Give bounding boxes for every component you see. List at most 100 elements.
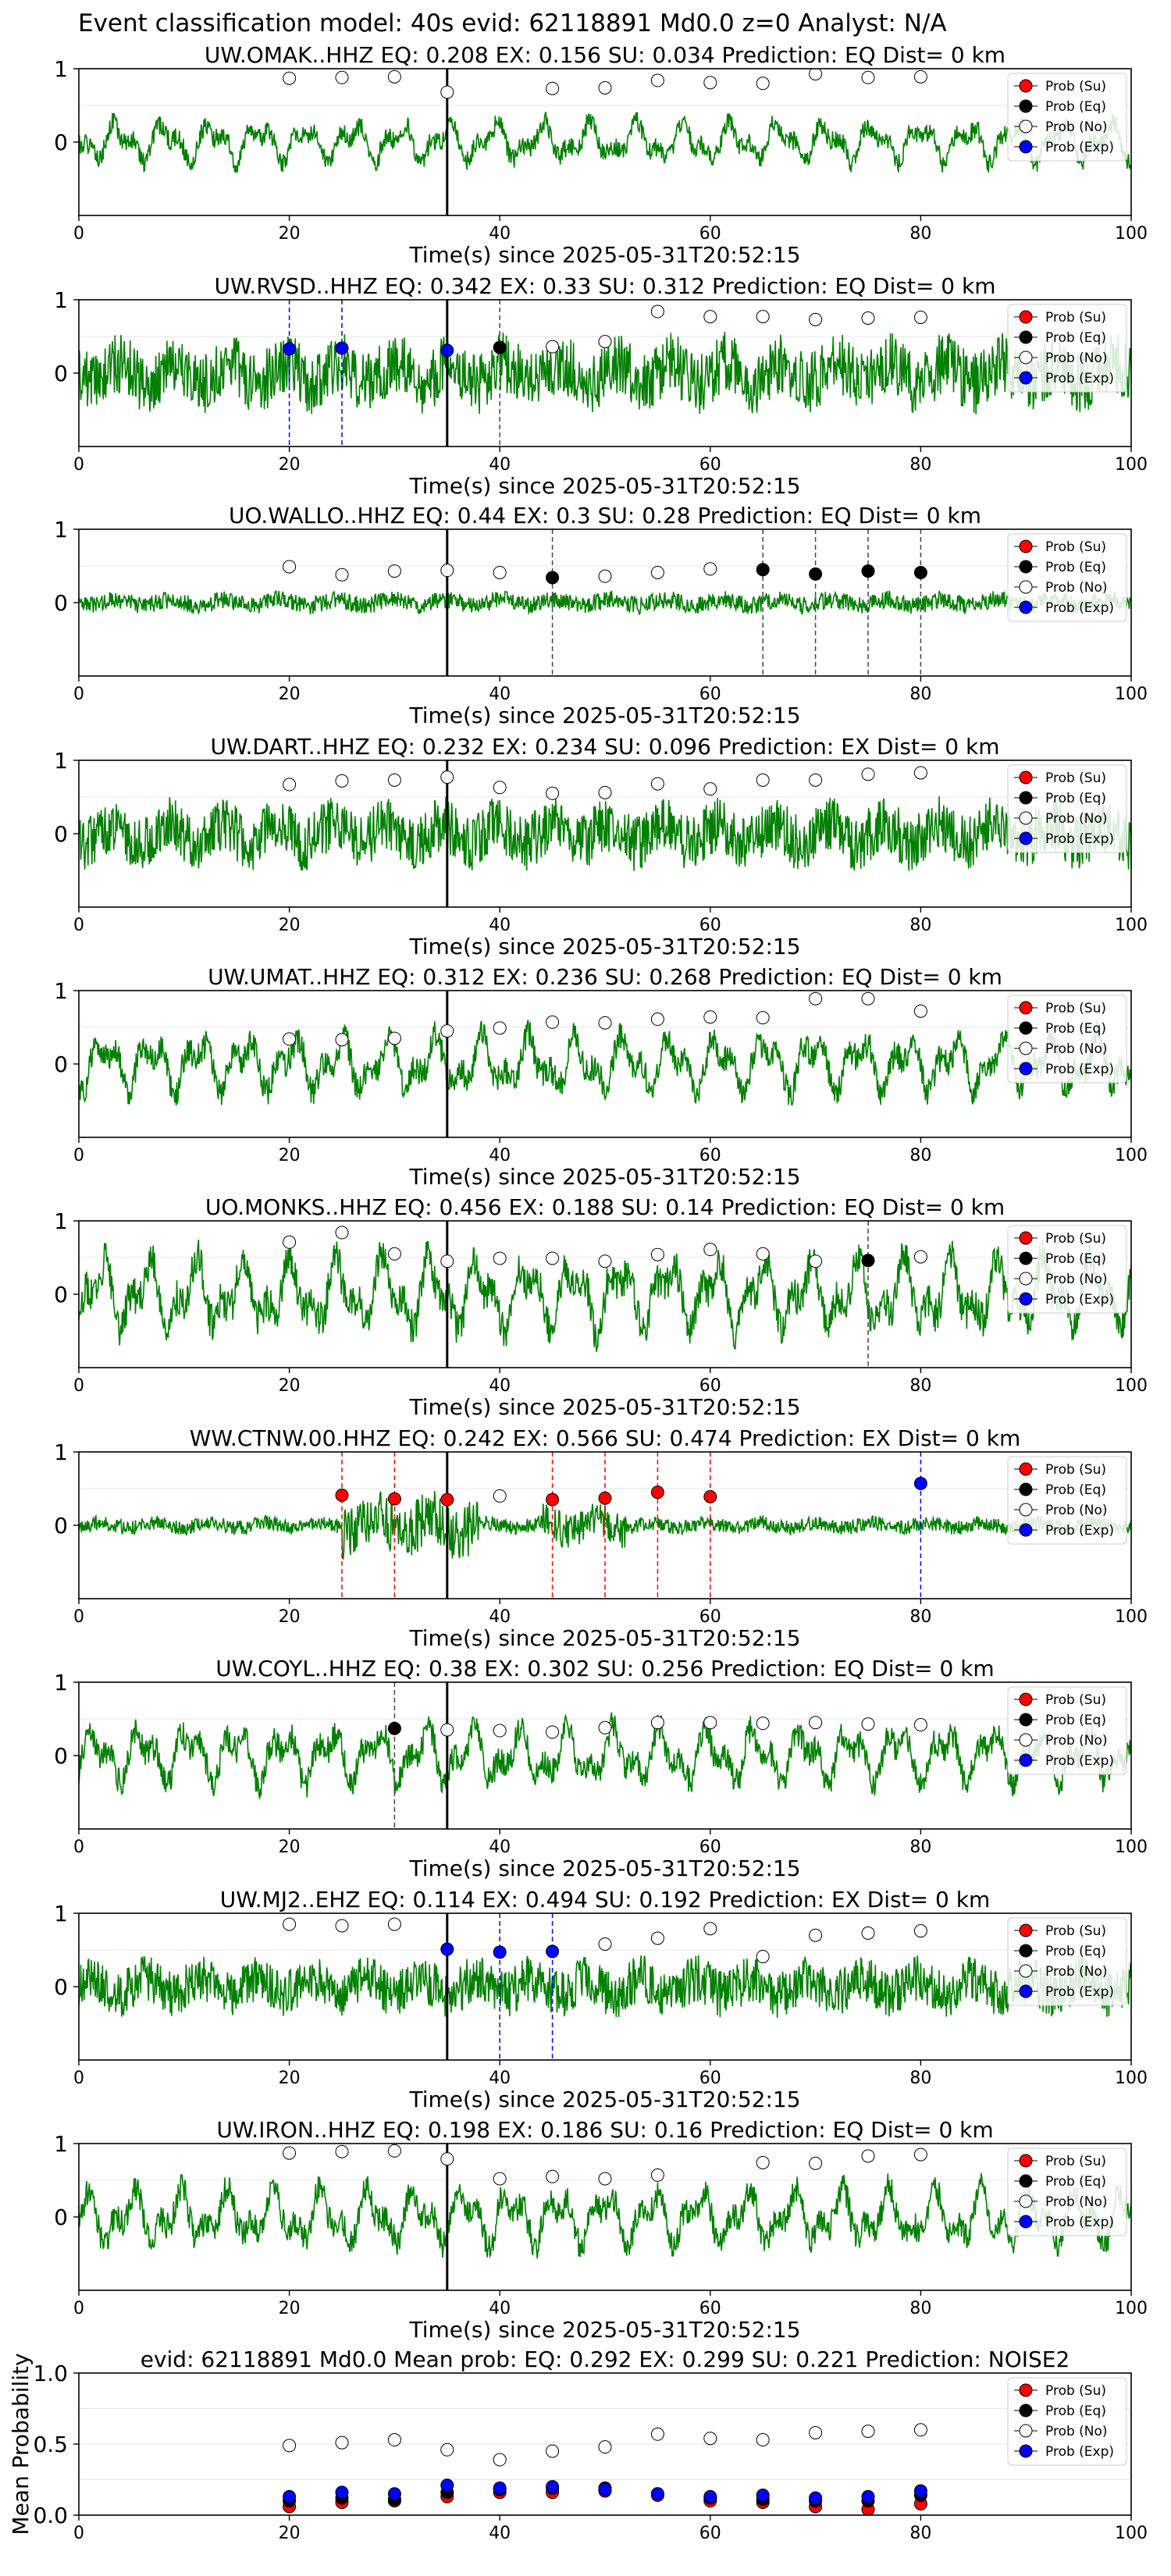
- prob-marker-no: [440, 564, 454, 578]
- legend-marker-su: [1019, 310, 1033, 324]
- prob-marker-exp: [283, 342, 297, 356]
- prob-marker-no: [598, 569, 612, 583]
- prob-marker-no: [493, 781, 507, 795]
- x-tick-label: 20: [279, 916, 301, 935]
- x-tick-label: 100: [1115, 455, 1148, 475]
- y-tick-label: 0: [54, 1051, 68, 1077]
- mean-prob-point-exp: [650, 2487, 664, 2501]
- prob-marker-exp: [493, 1945, 507, 1959]
- legend-marker-exp: [1019, 140, 1033, 154]
- panel-6: UO.MONKS..HHZ EQ: 0.456 EX: 0.188 SU: 0.…: [54, 1194, 1148, 1420]
- x-axis-label: Time(s) since 2025-05-31T20:52:15: [408, 1394, 800, 1420]
- x-tick-label: 80: [909, 1146, 931, 1165]
- prob-marker-no: [861, 311, 875, 325]
- panel-2: UW.RVSD..HHZ EQ: 0.342 EX: 0.33 SU: 0.31…: [54, 273, 1148, 499]
- prob-marker-no: [703, 1010, 717, 1024]
- legend-label: Prob (Eq): [1045, 1251, 1106, 1267]
- prob-marker-no: [703, 782, 717, 796]
- x-tick-label: 20: [279, 1376, 301, 1396]
- y-tick-label: 0.0: [33, 2503, 68, 2528]
- y-tick-label: 1: [54, 517, 68, 543]
- y-tick-label: 1.0: [33, 2361, 68, 2386]
- prob-marker-no: [598, 2172, 612, 2186]
- panel-title: UW.COYL..HHZ EQ: 0.38 EX: 0.302 SU: 0.25…: [215, 1656, 994, 1681]
- legend: Prob (Su) Prob (Eq) Prob (No) Prob (Exp): [1007, 1456, 1127, 1545]
- prob-marker-no: [546, 786, 560, 800]
- legend-marker-su: [1019, 79, 1033, 93]
- waveform-trace: [79, 1712, 1131, 1799]
- legend-box: [1007, 1686, 1127, 1775]
- mean-prob-point-exp: [861, 2489, 875, 2503]
- legend-marker-exp: [1019, 1753, 1033, 1767]
- legend-label: Prob (No): [1045, 1272, 1108, 1287]
- legend-label: Prob (Eq): [1045, 791, 1106, 806]
- prob-marker-no: [387, 2144, 401, 2158]
- prob-marker-no: [387, 564, 401, 578]
- prob-marker-exp: [335, 341, 349, 355]
- prob-marker-su: [546, 1493, 560, 1507]
- x-tick-label: 60: [699, 916, 721, 935]
- figure-suptitle: Event classification model: 40s evid: 62…: [78, 9, 947, 37]
- x-tick-label: 100: [1115, 916, 1148, 935]
- prob-marker-exp: [546, 1944, 560, 1959]
- legend: Prob (Su) Prob (Eq) Prob (No) Prob (Exp): [1007, 304, 1127, 393]
- prob-marker-no: [335, 568, 349, 582]
- prob-marker-su: [598, 1491, 612, 1505]
- mean-prob-point-no: [650, 2427, 664, 2441]
- prob-marker-no: [809, 69, 823, 81]
- prob-marker-no: [546, 1015, 560, 1029]
- legend-marker-exp: [1019, 600, 1033, 614]
- axes-frame: [78, 1220, 1132, 1368]
- prob-marker-no: [283, 2146, 297, 2160]
- mean-prob-point-exp: [387, 2487, 401, 2501]
- mean-prob-point-exp: [546, 2480, 560, 2494]
- prob-marker-no: [546, 2169, 560, 2183]
- mean-prob-point-exp: [703, 2489, 717, 2503]
- prob-marker-exp: [440, 1942, 454, 1956]
- prob-marker-no: [756, 1949, 770, 1963]
- y-tick-label: 1: [54, 1208, 68, 1234]
- legend-box: [1007, 764, 1127, 853]
- prob-marker-no: [335, 1226, 349, 1240]
- x-tick-label: 80: [909, 2524, 931, 2543]
- x-tick-label: 0: [73, 916, 84, 935]
- prob-marker-no: [703, 1716, 717, 1730]
- panel-title: UW.RVSD..HHZ EQ: 0.342 EX: 0.33 SU: 0.31…: [214, 273, 995, 299]
- prob-marker-no: [809, 773, 823, 787]
- x-tick-label: 20: [279, 1146, 301, 1165]
- y-tick-label: 0: [54, 2204, 68, 2230]
- prob-marker-eq: [756, 563, 770, 577]
- legend-marker-exp: [1019, 2444, 1033, 2458]
- x-axis-label: Time(s) since 2025-05-31T20:52:15: [408, 1856, 800, 1881]
- legend: Prob (Su) Prob (Eq) Prob (No) Prob (Exp): [1007, 2147, 1127, 2236]
- x-tick-label: 80: [909, 1838, 931, 1857]
- legend-label: Prob (Su): [1045, 1692, 1106, 1708]
- x-tick-label: 0: [73, 2069, 84, 2088]
- prob-marker-no: [703, 1243, 717, 1257]
- legend-marker-no: [1019, 1272, 1033, 1286]
- prob-marker-no: [493, 1489, 507, 1503]
- legend-label: Prob (Eq): [1045, 330, 1106, 346]
- x-tick-label: 60: [699, 1838, 721, 1857]
- legend-marker-su: [1019, 539, 1033, 553]
- panel-11: evid: 62118891 Md0.0 Mean prob: EQ: 0.29…: [8, 2347, 1148, 2543]
- panel-title: UW.OMAK..HHZ EQ: 0.208 EX: 0.156 SU: 0.0…: [205, 42, 1005, 68]
- legend-label: Prob (Exp): [1045, 1984, 1114, 2000]
- panel-title: UO.MONKS..HHZ EQ: 0.456 EX: 0.188 SU: 0.…: [205, 1194, 1005, 1220]
- legend-label: Prob (No): [1045, 2424, 1108, 2439]
- prob-marker-no: [598, 1016, 612, 1030]
- legend: Prob (Su) Prob (Eq) Prob (No) Prob (Exp): [1007, 1686, 1127, 1775]
- waveform-trace: [79, 332, 1131, 415]
- waveform-trace: [79, 1240, 1131, 1352]
- legend-label: Prob (Eq): [1045, 99, 1106, 115]
- y-tick-label: 1: [54, 287, 68, 313]
- x-tick-label: 100: [1115, 1146, 1148, 1165]
- plot-area: [79, 529, 1131, 676]
- prob-marker-no: [650, 1931, 664, 1945]
- x-tick-label: 40: [489, 1838, 511, 1857]
- legend-label: Prob (Su): [1045, 1001, 1106, 1016]
- panel-9: UW.MJ2..EHZ EQ: 0.114 EX: 0.494 SU: 0.19…: [54, 1887, 1148, 2112]
- mean-prob-point-no: [913, 2423, 927, 2437]
- plot-area: [79, 1682, 1131, 1829]
- prob-marker-no: [703, 310, 717, 324]
